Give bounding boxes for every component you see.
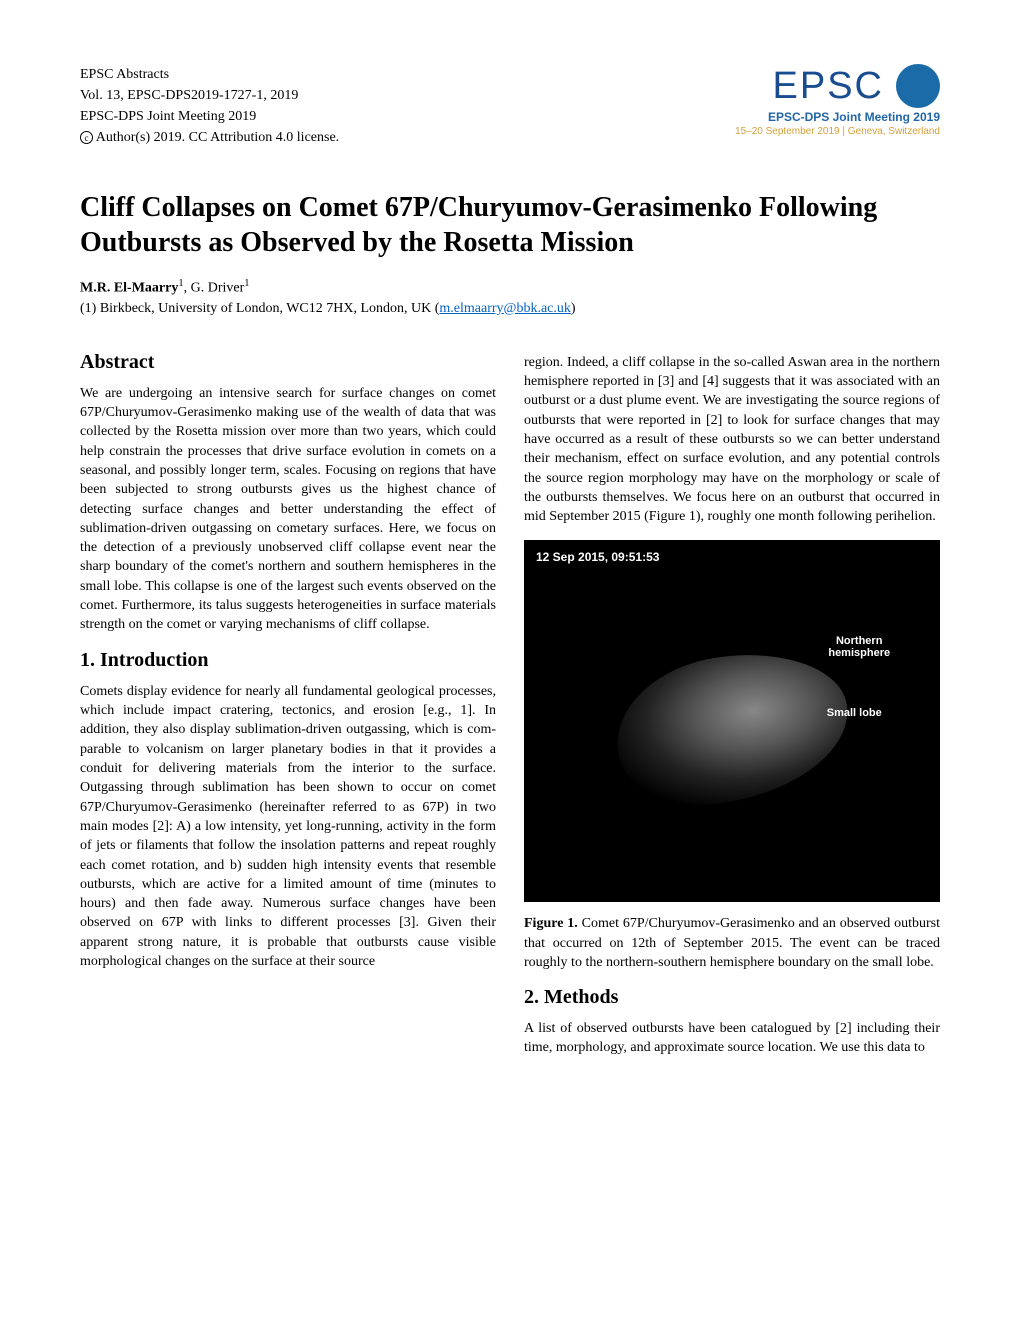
abstract-heading: Abstract <box>80 351 496 374</box>
copyright-icon: c <box>80 131 93 144</box>
figure-caption-bold: Figure 1. <box>524 916 578 931</box>
author-2-name: , G. Driver <box>184 281 245 296</box>
page-title: Cliff Collapses on Comet 67P/Churyumov-G… <box>80 190 940 260</box>
continued-text: region. Indeed, a cliff collapse in the … <box>524 353 940 527</box>
meta-block: EPSC Abstracts Vol. 13, EPSC-DPS2019-172… <box>80 64 339 148</box>
figure-label-small-lobe: Small lobe <box>827 707 882 719</box>
methods-heading: 2. Methods <box>524 986 940 1009</box>
header-row: EPSC Abstracts Vol. 13, EPSC-DPS2019-172… <box>80 64 940 148</box>
meta-line-4: c Author(s) 2019. CC Attribution 4.0 lic… <box>80 127 339 148</box>
globe-icon <box>896 64 940 108</box>
email-link[interactable]: m.elmaarry@bbk.ac.uk <box>439 301 570 316</box>
meta-line-1: EPSC Abstracts <box>80 64 339 85</box>
introduction-text: Comets display evidence for nearly all f… <box>80 682 496 972</box>
author-1-name: M.R. El-Maarry <box>80 281 178 296</box>
logo-block: EPSC EPSC-DPS Joint Meeting 2019 15–20 S… <box>735 64 940 137</box>
two-column-layout: Abstract We are undergoing an intensive … <box>80 347 940 1072</box>
license-text: Author(s) 2019. CC Attribution 4.0 licen… <box>93 130 339 145</box>
author-2-sup: 1 <box>244 278 249 289</box>
introduction-heading: 1. Introduction <box>80 649 496 672</box>
authors-line: M.R. El-Maarry1, G. Driver1 <box>80 278 940 297</box>
methods-text: A list of observed outbursts have been c… <box>524 1019 940 1058</box>
affiliation-line: (1) Birkbeck, University of London, WC12… <box>80 301 940 317</box>
logo-text: EPSC <box>773 65 884 108</box>
right-column: region. Indeed, a cliff collapse in the … <box>524 347 940 1072</box>
affiliation-prefix: (1) Birkbeck, University of London, WC12… <box>80 301 439 316</box>
logo-subtitle: EPSC-DPS Joint Meeting 2019 <box>735 110 940 124</box>
logo-row: EPSC <box>735 64 940 108</box>
figure-timestamp: 12 Sep 2015, 09:51:53 <box>536 550 659 564</box>
figure-label-northern: Northern hemisphere <box>828 635 890 659</box>
figure-1-caption: Figure 1. Comet 67P/Churyumov-Gerasimenk… <box>524 914 940 972</box>
left-column: Abstract We are undergoing an intensive … <box>80 347 496 1072</box>
figure-caption-text: Comet 67P/Churyumov-Gerasimenko and an o… <box>524 916 940 970</box>
figure-1-image: 12 Sep 2015, 09:51:53 Northern hemispher… <box>524 540 940 902</box>
affiliation-suffix: ) <box>571 301 576 316</box>
abstract-text: We are undergoing an intensive search fo… <box>80 384 496 635</box>
comet-shape <box>607 641 858 817</box>
meta-line-3: EPSC-DPS Joint Meeting 2019 <box>80 106 339 127</box>
logo-date: 15–20 September 2019 | Geneva, Switzerla… <box>735 126 940 137</box>
meta-line-2: Vol. 13, EPSC-DPS2019-1727-1, 2019 <box>80 85 339 106</box>
